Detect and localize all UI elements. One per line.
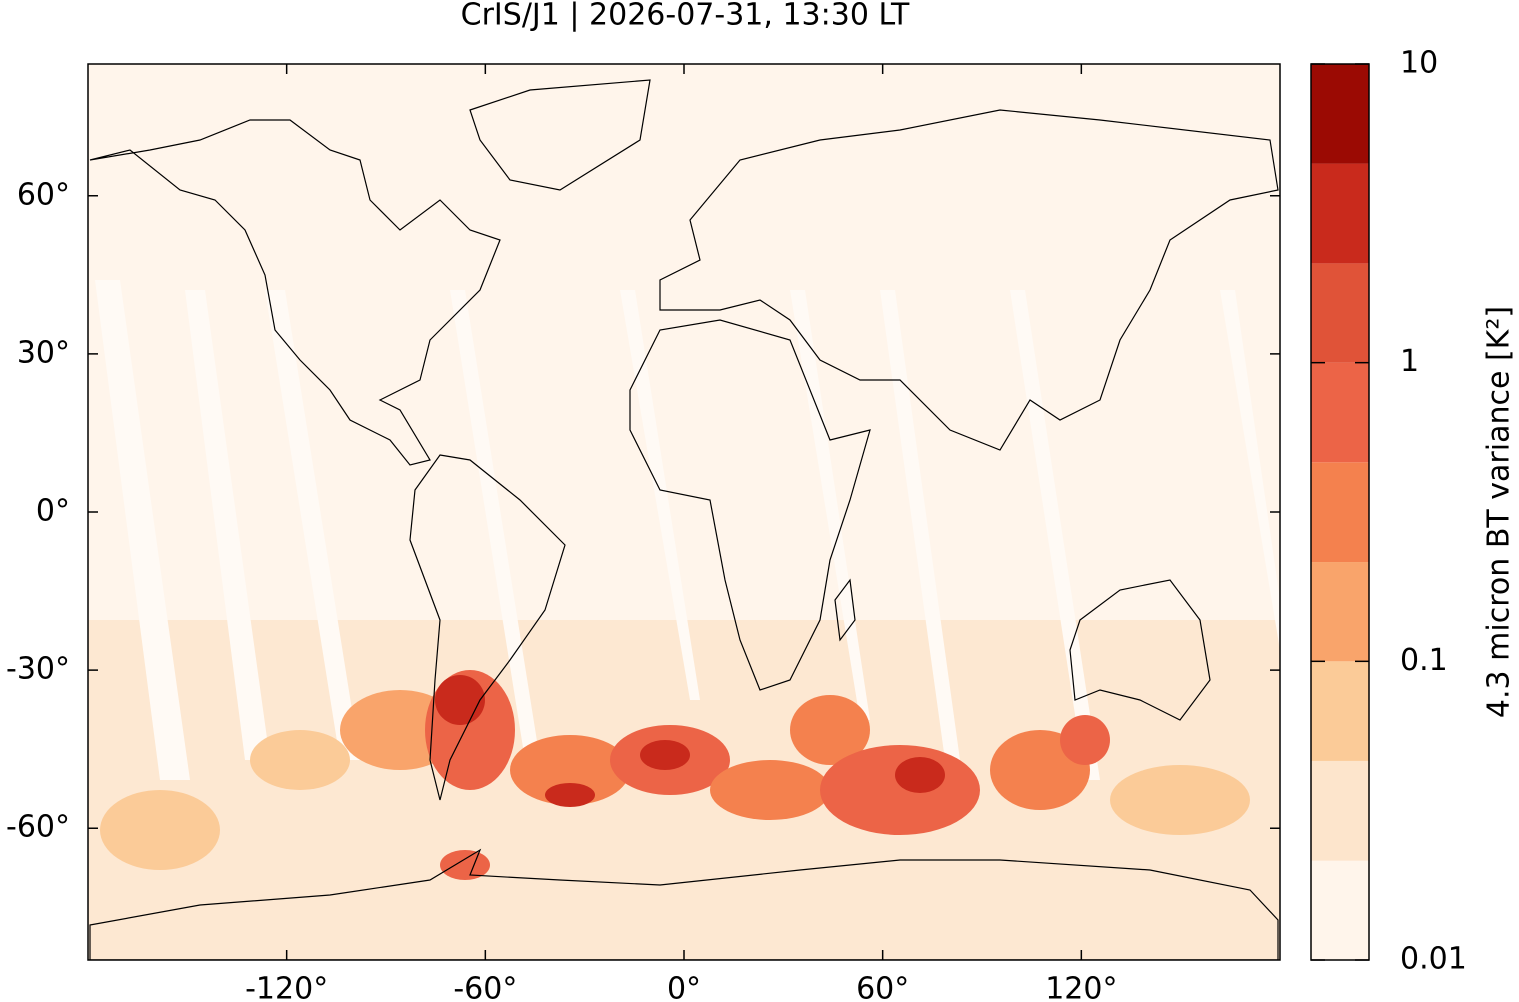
x-tick-label: 60° xyxy=(856,972,909,1002)
colorbar-tick-label: 1 xyxy=(1400,344,1419,379)
x-tick-label: -120° xyxy=(245,972,328,1002)
colorbar-band xyxy=(1311,760,1369,861)
swath-gaps xyxy=(95,280,1280,780)
colorbar-band xyxy=(1311,661,1369,761)
y-tick-label: -30° xyxy=(6,652,70,687)
colorbar-tick-label: 0.1 xyxy=(1400,643,1448,678)
y-tick-label: 30° xyxy=(17,335,70,370)
y-tick-label: -60° xyxy=(6,810,70,845)
colorbar-band xyxy=(1311,263,1369,363)
x-tick-label: -60° xyxy=(453,972,517,1002)
coastlines xyxy=(89,79,1279,960)
colorbar-band xyxy=(1311,860,1369,960)
y-tick-label: 60° xyxy=(17,177,70,212)
colorbar-frame xyxy=(1310,63,1370,961)
x-tick-label: 120° xyxy=(1045,972,1117,1002)
colorbar-band xyxy=(1311,163,1369,264)
x-tick-label: 0° xyxy=(667,972,701,1002)
colorbar-tick-label: 0.01 xyxy=(1400,942,1467,977)
colorbar-band xyxy=(1311,462,1369,563)
colorbar-label: 4.3 micron BT variance [K²] xyxy=(1482,306,1517,718)
variance-blobs xyxy=(100,670,1250,880)
map-field xyxy=(88,64,1280,960)
colorbar-band xyxy=(1311,64,1369,164)
y-tick-label: 0° xyxy=(36,494,70,529)
colorbar-band xyxy=(1311,562,1369,662)
colorbar-band xyxy=(1311,362,1369,463)
chart-title: CrIS/J1 | 2026-07-31, 13:30 LT xyxy=(461,0,910,33)
colorbar-tick-label: 10 xyxy=(1400,46,1438,81)
